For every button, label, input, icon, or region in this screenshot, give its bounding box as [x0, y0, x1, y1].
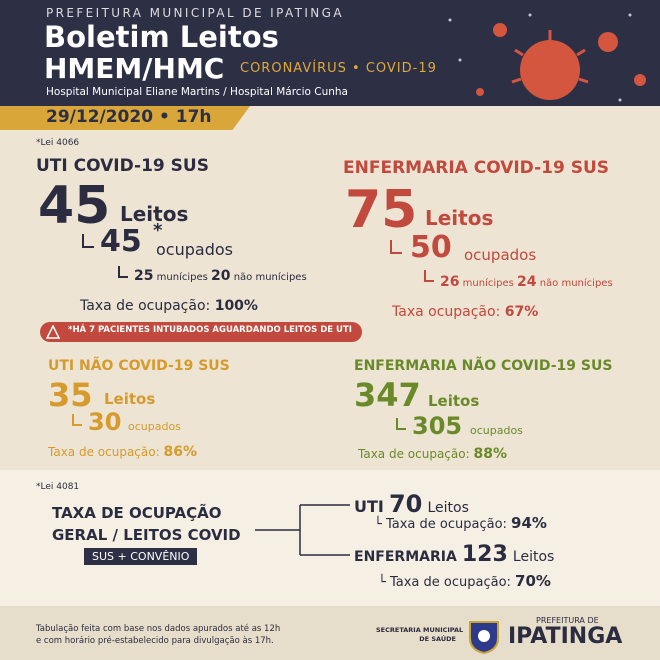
secretaria: SECRETARIA MUNICIPAL: [376, 626, 464, 634]
rate: 100%: [214, 298, 258, 314]
rate: 86%: [163, 444, 197, 460]
occupied: 30: [88, 408, 122, 436]
uti-beds: 70: [388, 490, 423, 518]
title: Boletim Leitos: [44, 20, 279, 54]
date: 29/12/2020 • 17h: [0, 106, 250, 130]
connector: [396, 418, 406, 430]
connector: [72, 414, 82, 426]
rate-label: Taxa de ocupação:: [80, 298, 211, 314]
beds-label: Leitos: [428, 392, 480, 410]
residents: 26: [440, 274, 460, 290]
beds: 35: [48, 376, 93, 414]
uti-beds-label: Leitos: [427, 500, 469, 516]
asterisk: *: [153, 220, 163, 241]
non-residents: 20: [211, 268, 231, 284]
rate-label: Taxa de ocupação:: [48, 445, 160, 459]
occupied: 305: [412, 412, 463, 440]
uti-rate: 94%: [511, 514, 547, 532]
enf-beds: 123: [461, 542, 508, 567]
virus-art: [448, 13, 646, 102]
non-residents-label: não munícipes: [233, 272, 307, 283]
tag: CORONAVÍRUS • COVID-19: [240, 61, 437, 76]
connector: [118, 266, 128, 278]
rate: 67%: [504, 304, 539, 320]
non-residents: 24: [517, 274, 537, 290]
bracket: [255, 504, 350, 556]
org: PREFEITURA MUNICIPAL DE IPATINGA: [46, 6, 344, 20]
general-title: GERAL / LEITOS COVID: [52, 526, 241, 544]
enf-rate: 70%: [515, 572, 551, 590]
general-title: TAXA DE OCUPAÇÃO: [52, 504, 222, 522]
occupied-label: ocupados: [156, 240, 233, 259]
occupied: 50: [410, 230, 452, 265]
city: IPATINGA: [508, 624, 623, 649]
hospitals: Hospital Municipal Eliane Martins / Hosp…: [46, 86, 348, 98]
occupied-label: ocupados: [464, 246, 537, 264]
beds: 75: [345, 180, 418, 240]
section-title: UTI COVID-19 SUS: [36, 156, 209, 176]
law: *Lei 4081: [36, 482, 80, 492]
enf-beds-label: Leitos: [512, 549, 555, 565]
beds: 45: [38, 176, 111, 236]
prefeitura: PREFEITURA DE: [536, 616, 599, 625]
beds: 347: [354, 376, 421, 414]
residents-label: munícipes: [462, 278, 514, 289]
uti-rate-label: Taxa de ocupação:: [385, 517, 507, 532]
residents: 25: [134, 268, 154, 284]
connector: [390, 240, 402, 254]
beds-label: Leitos: [104, 390, 156, 408]
beds-label: Leitos: [120, 202, 189, 226]
note: Tabulação feita com base nos dados apura…: [36, 624, 281, 634]
subtitle: HMEM/HMC: [44, 52, 225, 85]
connector: [424, 270, 434, 282]
footer-band: [0, 606, 660, 660]
coat-of-arms: [469, 621, 499, 654]
beds-label: Leitos: [425, 206, 494, 230]
secretaria: DE SAÚDE: [419, 635, 456, 643]
occupied-label: ocupados: [470, 424, 523, 437]
rate-label: Taxa de ocupação:: [358, 447, 470, 461]
rate: 88%: [473, 446, 507, 462]
section-title: UTI NÃO COVID-19 SUS: [48, 358, 230, 374]
occupied-label: ocupados: [128, 420, 181, 433]
connector: [82, 234, 94, 248]
note: e com horário pré-estabelecido para divu…: [36, 636, 274, 646]
uti-name: UTI: [354, 497, 384, 516]
section-title: ENFERMARIA NÃO COVID-19 SUS: [354, 358, 613, 374]
badge: SUS + CONVÊNIO: [84, 548, 198, 565]
enf-rate-label: Taxa de ocupação:: [389, 575, 511, 590]
non-residents-label: não munícipes: [539, 278, 613, 289]
alert: *HÁ 7 PACIENTES INTUBADOS AGUARDANDO LEI…: [40, 322, 362, 342]
law: *Lei 4066: [36, 138, 80, 148]
section-title: ENFERMARIA COVID-19 SUS: [343, 158, 610, 178]
general-band: [0, 470, 660, 606]
alert-icon: [46, 325, 60, 339]
rate-label: Taxa ocupação:: [392, 304, 501, 320]
enf-name: ENFERMARIA: [354, 549, 457, 565]
residents-label: munícipes: [156, 272, 208, 283]
occupied: 45: [100, 224, 142, 259]
